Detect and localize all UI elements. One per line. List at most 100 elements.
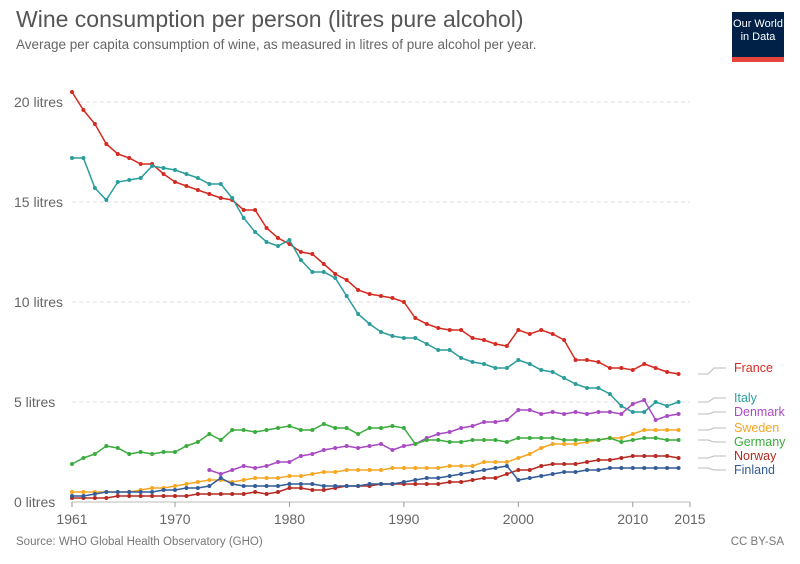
data-point-italy xyxy=(321,270,326,274)
data-point-germany xyxy=(653,436,658,440)
data-point-germany xyxy=(310,428,315,432)
data-point-denmark xyxy=(676,412,681,416)
data-point-denmark xyxy=(607,410,612,414)
data-point-germany xyxy=(447,440,452,444)
data-point-denmark xyxy=(482,420,486,424)
data-point-france xyxy=(607,366,612,370)
data-point-sweden xyxy=(413,466,418,470)
data-point-france xyxy=(92,122,97,126)
data-point-germany xyxy=(470,438,475,442)
data-point-france xyxy=(344,278,349,282)
legend-label-norway: Norway xyxy=(734,449,777,463)
data-point-italy xyxy=(127,178,132,182)
data-point-denmark xyxy=(436,432,441,436)
data-point-norway xyxy=(127,494,132,498)
data-point-france xyxy=(539,328,544,332)
data-point-germany xyxy=(401,426,406,430)
data-point-france xyxy=(493,342,498,346)
data-point-finland xyxy=(298,482,303,486)
source-note[interactable]: Source: WHO Global Health Observatory (G… xyxy=(16,536,263,548)
data-point-sweden xyxy=(298,474,303,478)
data-point-denmark xyxy=(665,414,670,418)
data-point-france xyxy=(104,142,109,146)
owid-logo[interactable]: Our World in Data xyxy=(732,12,784,62)
legend-connector-italy xyxy=(698,397,726,403)
data-point-finland xyxy=(436,476,441,480)
data-point-italy xyxy=(230,196,235,200)
data-point-italy xyxy=(630,410,635,414)
data-point-finland xyxy=(401,480,406,484)
data-point-france xyxy=(596,360,601,364)
data-point-denmark xyxy=(379,442,383,446)
legend-connector-sweden xyxy=(698,427,726,431)
data-point-norway xyxy=(184,494,189,498)
data-point-denmark xyxy=(401,444,406,448)
data-point-sweden xyxy=(150,486,155,490)
x-tick-label: 1961 xyxy=(56,511,87,527)
data-point-finland xyxy=(585,468,589,472)
data-point-denmark xyxy=(333,446,338,450)
data-point-italy xyxy=(379,330,383,334)
data-point-finland xyxy=(264,484,269,488)
data-point-france xyxy=(436,326,441,330)
data-point-finland xyxy=(207,484,212,488)
data-point-norway xyxy=(310,488,315,492)
data-point-germany xyxy=(230,428,235,432)
data-point-france xyxy=(298,250,303,254)
data-point-germany xyxy=(573,438,578,442)
data-point-finland xyxy=(138,490,143,494)
data-point-denmark xyxy=(253,466,258,470)
data-point-france xyxy=(653,366,658,370)
data-point-finland xyxy=(115,490,120,494)
data-point-sweden xyxy=(70,490,74,494)
data-point-germany xyxy=(424,438,429,442)
data-point-norway xyxy=(642,454,647,458)
data-point-france xyxy=(138,162,143,166)
data-point-sweden xyxy=(344,468,349,472)
data-point-france xyxy=(367,292,372,296)
data-point-finland xyxy=(184,486,189,490)
data-point-norway xyxy=(573,462,578,466)
data-point-italy xyxy=(493,366,498,370)
data-point-finland xyxy=(150,490,155,494)
data-point-finland xyxy=(596,468,601,472)
data-point-denmark xyxy=(596,410,601,414)
data-point-france xyxy=(81,108,86,112)
data-point-finland xyxy=(81,494,86,498)
data-point-finland xyxy=(253,484,258,488)
license-note[interactable]: CC BY-SA xyxy=(730,536,784,548)
data-point-germany xyxy=(630,438,635,442)
data-point-france xyxy=(550,332,555,336)
data-point-france xyxy=(630,368,635,372)
data-point-sweden xyxy=(356,468,361,472)
data-point-france xyxy=(390,296,395,300)
data-point-france xyxy=(321,262,326,266)
data-point-denmark xyxy=(573,410,578,414)
data-point-italy xyxy=(653,400,658,404)
data-point-norway xyxy=(230,492,235,496)
data-point-italy xyxy=(218,182,223,186)
data-point-finland xyxy=(390,482,395,486)
data-point-sweden xyxy=(653,428,658,432)
data-point-france xyxy=(70,90,74,94)
data-point-france xyxy=(253,208,258,212)
data-point-sweden xyxy=(504,460,509,464)
data-point-sweden xyxy=(207,478,212,482)
data-point-finland xyxy=(447,474,452,478)
data-point-finland xyxy=(539,474,544,478)
data-point-germany xyxy=(550,436,555,440)
data-point-germany xyxy=(665,438,670,442)
data-point-france xyxy=(504,344,509,348)
data-point-france xyxy=(333,272,338,276)
data-point-france xyxy=(241,208,246,212)
data-point-sweden xyxy=(447,464,452,468)
data-point-france xyxy=(195,188,200,192)
data-point-sweden xyxy=(470,464,475,468)
data-point-denmark xyxy=(390,448,395,452)
legend-label-denmark: Denmark xyxy=(734,405,785,419)
data-point-finland xyxy=(619,466,624,470)
data-point-italy xyxy=(115,180,120,184)
data-point-sweden xyxy=(241,478,246,482)
data-point-italy xyxy=(104,198,109,202)
data-point-italy xyxy=(287,238,292,242)
